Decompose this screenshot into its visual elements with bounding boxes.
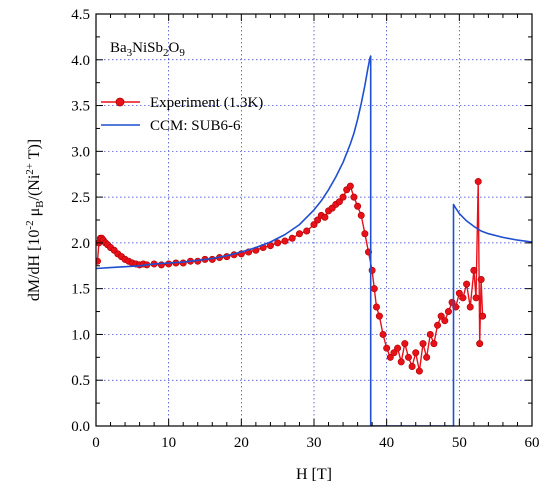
data-point [303, 227, 311, 235]
data-point [474, 178, 482, 186]
data-point [375, 312, 383, 320]
y-tick-label: 1.5 [71, 282, 90, 298]
data-point [404, 353, 412, 361]
data-point [437, 312, 445, 320]
y-tick-label: 4.0 [71, 53, 90, 69]
x-tick-label: 30 [307, 435, 322, 451]
data-point [368, 266, 376, 274]
y-tick-label: 3.5 [71, 99, 90, 115]
data-point [314, 216, 322, 224]
legend: Experiment (1.3K) CCM: SUB6-6 [101, 95, 263, 134]
data-point [295, 230, 303, 238]
y-tick-label: 3.0 [71, 144, 90, 160]
tick-labels: 0 10 20 30 40 50 60 0.0 0.5 1.0 1.5 2.0 2.5 3.0 3.5 4.0… [71, 7, 539, 451]
legend-label-ccm: CCM: SUB6-6 [150, 118, 241, 134]
data-point [463, 280, 471, 288]
y-tick-label: 4.5 [71, 7, 90, 23]
series-layer [96, 55, 532, 426]
data-point [350, 193, 358, 201]
data-point [354, 202, 362, 210]
data-point [379, 330, 387, 338]
compound-annotation: Ba3NiSb2O9 [110, 40, 185, 59]
data-point [372, 303, 380, 311]
x-tick-label: 0 [92, 435, 100, 451]
data-point [335, 198, 343, 206]
x-axis-label: H [T] [296, 466, 332, 483]
data-point [444, 308, 452, 316]
y-axis-label: dM/dH [10-2 μB/(Ni2+ T)] [24, 139, 46, 301]
data-point [339, 193, 347, 201]
grid [96, 14, 532, 426]
data-point [165, 260, 173, 268]
data-point [386, 353, 394, 361]
data-point [281, 237, 289, 245]
legend-label-experiment: Experiment (1.3K) [150, 95, 263, 111]
data-point [455, 289, 463, 297]
data-point [412, 349, 420, 357]
y-tick-label: 0.5 [71, 373, 90, 389]
data-point [346, 182, 354, 190]
series-line-1 [96, 55, 532, 426]
data-point [390, 349, 398, 357]
data-point [361, 230, 369, 238]
x-tick-label: 40 [379, 435, 394, 451]
y-tick-label: 2.0 [71, 236, 90, 252]
data-point [310, 221, 318, 229]
data-point [477, 276, 485, 284]
x-tick-label: 50 [452, 435, 467, 451]
data-point [441, 317, 449, 325]
data-point [472, 294, 480, 302]
data-point [423, 353, 431, 361]
y-tick-label: 1.0 [71, 327, 90, 343]
y-tick-label: 2.5 [71, 190, 90, 206]
x-tick-label: 20 [234, 435, 249, 451]
data-point [401, 340, 409, 348]
data-point [397, 358, 405, 366]
data-point [434, 321, 442, 329]
data-point [470, 266, 478, 274]
data-point [459, 294, 467, 302]
y-tick-label: 0.0 [71, 419, 90, 435]
x-tick-label: 10 [161, 435, 176, 451]
data-point [430, 340, 438, 348]
data-point [288, 234, 296, 242]
data-point [476, 340, 484, 348]
data-point [274, 239, 282, 247]
x-tick-label: 60 [525, 435, 540, 451]
data-point [415, 367, 423, 375]
data-point [321, 213, 329, 221]
data-point [408, 362, 416, 370]
data-point [419, 340, 427, 348]
data-point [96, 257, 101, 265]
data-point [370, 285, 378, 293]
data-point [466, 303, 474, 311]
data-point [426, 330, 434, 338]
legend-marker-experiment [115, 97, 125, 107]
data-point [479, 312, 487, 320]
data-point [357, 211, 365, 219]
data-point [383, 344, 391, 352]
axis-ticks [95, 13, 533, 427]
data-point [394, 344, 402, 352]
